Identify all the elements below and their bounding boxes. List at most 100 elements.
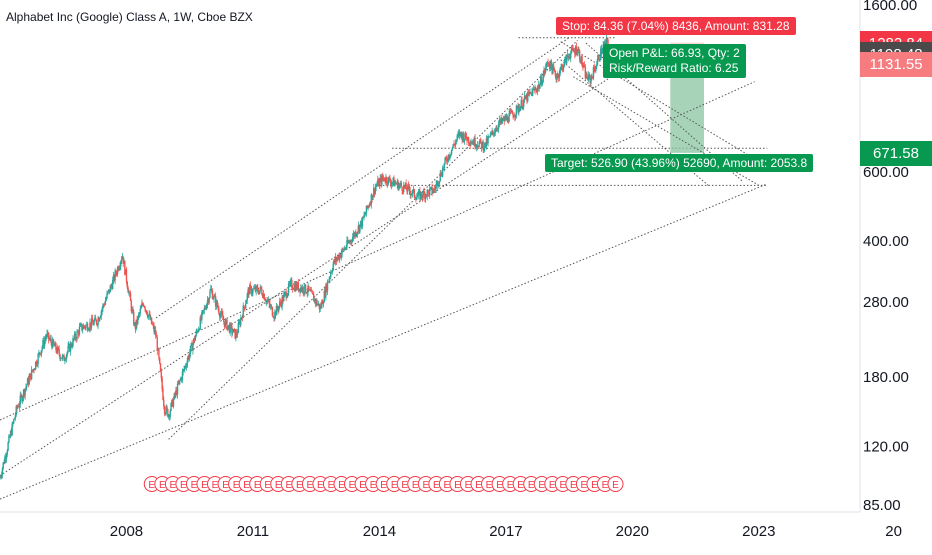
candle-body (582, 65, 584, 67)
candle-body (480, 142, 483, 149)
candle-body (0, 477, 1, 479)
trendline[interactable] (0, 81, 755, 421)
candle-body (41, 346, 43, 351)
earnings-glyph: E (243, 480, 250, 491)
candle-body (411, 193, 413, 195)
candle-body (99, 316, 102, 319)
candle-body (551, 67, 553, 74)
candle-body (172, 399, 175, 407)
candle-body (289, 281, 291, 285)
candle-body (43, 340, 45, 347)
candle-body (344, 248, 347, 249)
earnings-glyph: E (233, 480, 240, 491)
candle-body (263, 293, 265, 300)
candle-body (138, 313, 141, 315)
candle-body (284, 291, 287, 293)
candle-body (369, 203, 372, 205)
trendline[interactable] (155, 37, 570, 319)
candle-body (4, 456, 7, 459)
candle-body (433, 188, 436, 190)
candle-body (124, 261, 126, 275)
candle-body (578, 49, 580, 51)
candle-body (244, 307, 246, 309)
candle-body (558, 73, 561, 78)
candle-body (148, 313, 150, 316)
candle-body (18, 404, 21, 407)
candle-body (549, 60, 552, 69)
x-tick-label: 2020 (616, 523, 649, 540)
trendline[interactable] (0, 76, 612, 477)
candle-body (357, 225, 360, 232)
candle-body (384, 180, 386, 182)
candle-body (184, 366, 187, 367)
earnings-circle (607, 476, 624, 492)
candle-body (324, 290, 326, 297)
candle-body (468, 142, 471, 144)
candle-body (439, 172, 441, 181)
earnings-glyph: E (559, 480, 566, 491)
earnings-marker[interactable]: E (607, 476, 624, 492)
candle-body (105, 298, 107, 301)
candle-body (36, 363, 38, 365)
candle-body (555, 75, 557, 80)
candle-body (424, 194, 427, 199)
earnings-glyph: E (412, 480, 419, 491)
earnings-glyph: E (591, 480, 598, 491)
earnings-glyph: E (285, 480, 292, 491)
candle-body (35, 361, 38, 365)
candle-body (463, 133, 465, 142)
candle-body (211, 290, 214, 300)
candle-body (266, 300, 269, 302)
candle-body (197, 329, 200, 332)
candle-body (443, 163, 445, 169)
candle-body (591, 76, 594, 79)
candle-body (13, 418, 16, 420)
candle-body (48, 339, 51, 341)
candle-body (216, 300, 218, 307)
candle-body (82, 325, 85, 329)
candle-body (404, 183, 407, 188)
candle-body (141, 303, 143, 308)
candle-body (283, 294, 285, 302)
candle-body (167, 415, 170, 417)
candle-body (56, 347, 59, 353)
candle-body (27, 378, 30, 385)
candle-body (326, 281, 329, 292)
candle-body (321, 301, 324, 305)
candle-body (52, 339, 55, 344)
candle-body (227, 325, 230, 327)
candle-body (107, 289, 110, 292)
candle-body (313, 294, 315, 302)
candle-body (198, 329, 201, 330)
trendline[interactable] (168, 40, 578, 440)
candle-body (334, 257, 337, 263)
candle-body (566, 54, 569, 57)
candle-body (69, 343, 72, 352)
candle-body (491, 130, 493, 133)
candle-body (3, 462, 5, 464)
candle-body (493, 132, 495, 135)
candle-body (423, 190, 425, 193)
candle-body (364, 213, 367, 216)
candle-body (523, 95, 526, 101)
candle-body (587, 78, 589, 81)
candle-body (268, 300, 270, 304)
candle-body (524, 95, 527, 99)
candle-body (110, 285, 112, 287)
candle-body (23, 389, 26, 396)
candle-body (146, 310, 148, 315)
candle-body (446, 161, 449, 162)
candle-body (496, 128, 498, 130)
candle-body (274, 311, 276, 319)
candle-body (12, 423, 14, 424)
candle-body (409, 190, 411, 195)
candle-body (601, 50, 604, 54)
candle-body (553, 65, 555, 70)
candle-body (42, 340, 44, 347)
candle-body (70, 343, 73, 347)
candle-body (241, 317, 244, 318)
candle-body (581, 56, 583, 66)
candle-body (86, 323, 88, 326)
